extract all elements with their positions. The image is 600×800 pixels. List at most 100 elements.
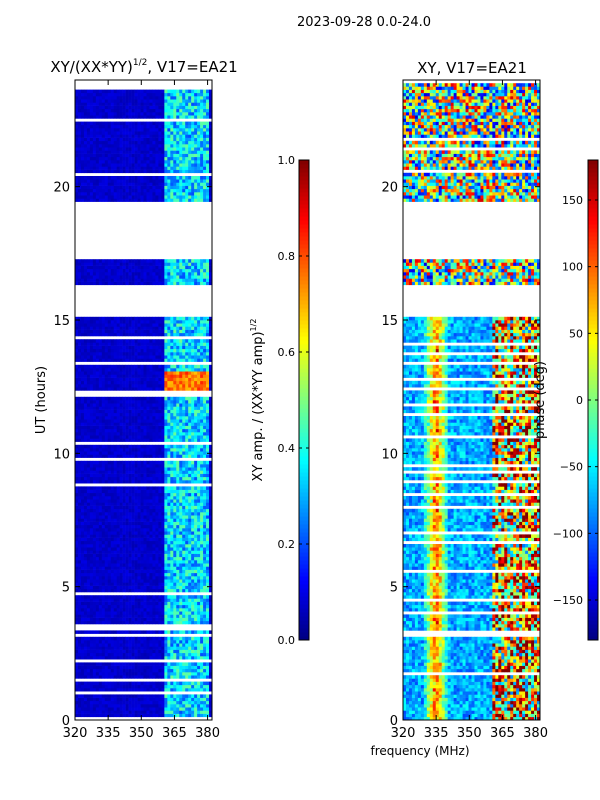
amplitude-cell bbox=[209, 601, 213, 606]
amplitude-cell bbox=[146, 323, 150, 327]
amplitude-cell bbox=[116, 665, 120, 670]
amplitude-cell bbox=[83, 553, 88, 558]
amplitude-cell bbox=[113, 617, 117, 622]
amplitude-cell bbox=[167, 409, 171, 414]
amplitude-cell bbox=[191, 524, 195, 529]
amplitude-cell bbox=[200, 451, 204, 455]
amplitude-cell bbox=[119, 560, 123, 564]
amplitude-cell bbox=[167, 537, 171, 542]
amplitude-cell bbox=[194, 358, 198, 362]
amplitude-cell bbox=[92, 332, 97, 337]
amplitude-cell bbox=[110, 364, 115, 369]
amplitude-cell bbox=[146, 636, 150, 641]
amplitude-cell bbox=[176, 611, 180, 615]
amplitude-cell bbox=[146, 601, 150, 606]
amplitude-cell bbox=[206, 515, 210, 519]
amplitude-cell bbox=[158, 544, 162, 548]
amplitude-cell bbox=[179, 416, 183, 420]
amplitude-cell bbox=[101, 508, 106, 513]
amplitude-cell bbox=[131, 643, 135, 647]
amplitude-cell bbox=[107, 419, 112, 423]
amplitude-cell bbox=[164, 508, 168, 513]
amplitude-cell bbox=[158, 652, 162, 657]
amplitude-cell bbox=[113, 563, 117, 567]
amplitude-cell bbox=[119, 566, 123, 570]
amplitude-cell bbox=[176, 617, 180, 622]
amplitude-cell bbox=[167, 460, 171, 465]
amplitude-cell bbox=[152, 358, 156, 362]
amplitude-cell bbox=[137, 416, 141, 420]
amplitude-cell bbox=[125, 665, 129, 670]
amplitude-cell bbox=[128, 553, 132, 558]
amplitude-cell bbox=[191, 684, 195, 689]
amplitude-cell bbox=[92, 684, 97, 689]
amplitude-cell bbox=[128, 416, 132, 420]
amplitude-cell bbox=[209, 499, 213, 503]
amplitude-cell bbox=[107, 438, 112, 442]
amplitude-cell bbox=[152, 640, 156, 644]
amplitude-cell bbox=[107, 339, 112, 343]
amplitude-cell bbox=[113, 342, 117, 346]
amplitude-cell bbox=[134, 652, 138, 657]
amplitude-cell bbox=[197, 400, 201, 404]
amplitude-cell bbox=[116, 515, 120, 519]
amplitude-cell bbox=[194, 502, 198, 506]
amplitude-cell bbox=[197, 403, 201, 407]
amplitude-cell bbox=[98, 662, 103, 666]
amplitude-cell bbox=[179, 684, 183, 689]
amplitude-cell bbox=[185, 656, 189, 660]
amplitude-cell bbox=[83, 419, 88, 423]
amplitude-cell bbox=[167, 489, 171, 494]
amplitude-cell bbox=[110, 403, 115, 407]
amplitude-cell bbox=[170, 656, 174, 660]
amplitude-cell bbox=[77, 371, 82, 375]
amplitude-cell bbox=[131, 572, 135, 577]
amplitude-cell bbox=[173, 636, 177, 641]
amplitude-cell bbox=[203, 563, 207, 567]
amplitude-cell bbox=[188, 662, 192, 666]
amplitude-cell bbox=[158, 579, 162, 583]
amplitude-cell bbox=[128, 406, 132, 410]
amplitude-cell bbox=[149, 480, 153, 484]
amplitude-cell bbox=[77, 348, 82, 353]
amplitude-cell bbox=[173, 425, 177, 430]
amplitude-cell bbox=[86, 560, 91, 564]
amplitude-cell bbox=[137, 611, 141, 615]
amplitude-cell bbox=[125, 467, 129, 471]
amplitude-cell bbox=[110, 377, 115, 382]
amplitude-cell bbox=[119, 380, 123, 385]
amplitude-cell bbox=[140, 563, 144, 567]
amplitude-cell bbox=[77, 656, 82, 660]
amplitude-cell bbox=[104, 432, 109, 436]
amplitude-cell bbox=[86, 544, 91, 548]
amplitude-cell bbox=[98, 604, 103, 609]
amplitude-cell bbox=[206, 348, 210, 353]
amplitude-cell bbox=[86, 550, 91, 554]
amplitude-cell bbox=[167, 595, 171, 599]
amplitude-cell bbox=[83, 636, 88, 641]
amplitude-cell bbox=[122, 406, 126, 410]
amplitude-cell bbox=[104, 345, 109, 350]
amplitude-cell bbox=[86, 700, 91, 705]
amplitude-cell bbox=[110, 604, 115, 609]
amplitude-cell bbox=[131, 425, 135, 430]
amplitude-cell bbox=[191, 556, 195, 561]
amplitude-cell bbox=[158, 409, 162, 414]
amplitude-cell bbox=[77, 617, 82, 622]
amplitude-cell bbox=[86, 489, 91, 494]
amplitude-cell bbox=[200, 384, 204, 388]
amplitude-cell bbox=[128, 464, 132, 468]
amplitude-cell bbox=[149, 598, 153, 602]
amplitude-cell bbox=[89, 700, 94, 705]
amplitude-cell bbox=[191, 614, 195, 618]
amplitude-cell bbox=[143, 710, 147, 714]
amplitude-cell bbox=[152, 665, 156, 670]
amplitude-cell bbox=[209, 486, 213, 490]
amplitude-cell bbox=[185, 332, 189, 337]
amplitude-cell bbox=[155, 604, 159, 609]
amplitude-cell bbox=[173, 473, 177, 478]
amplitude-cell bbox=[75, 540, 79, 545]
amplitude-cell bbox=[137, 534, 141, 538]
amplitude-cell bbox=[161, 710, 165, 714]
amplitude-cell bbox=[188, 384, 192, 388]
